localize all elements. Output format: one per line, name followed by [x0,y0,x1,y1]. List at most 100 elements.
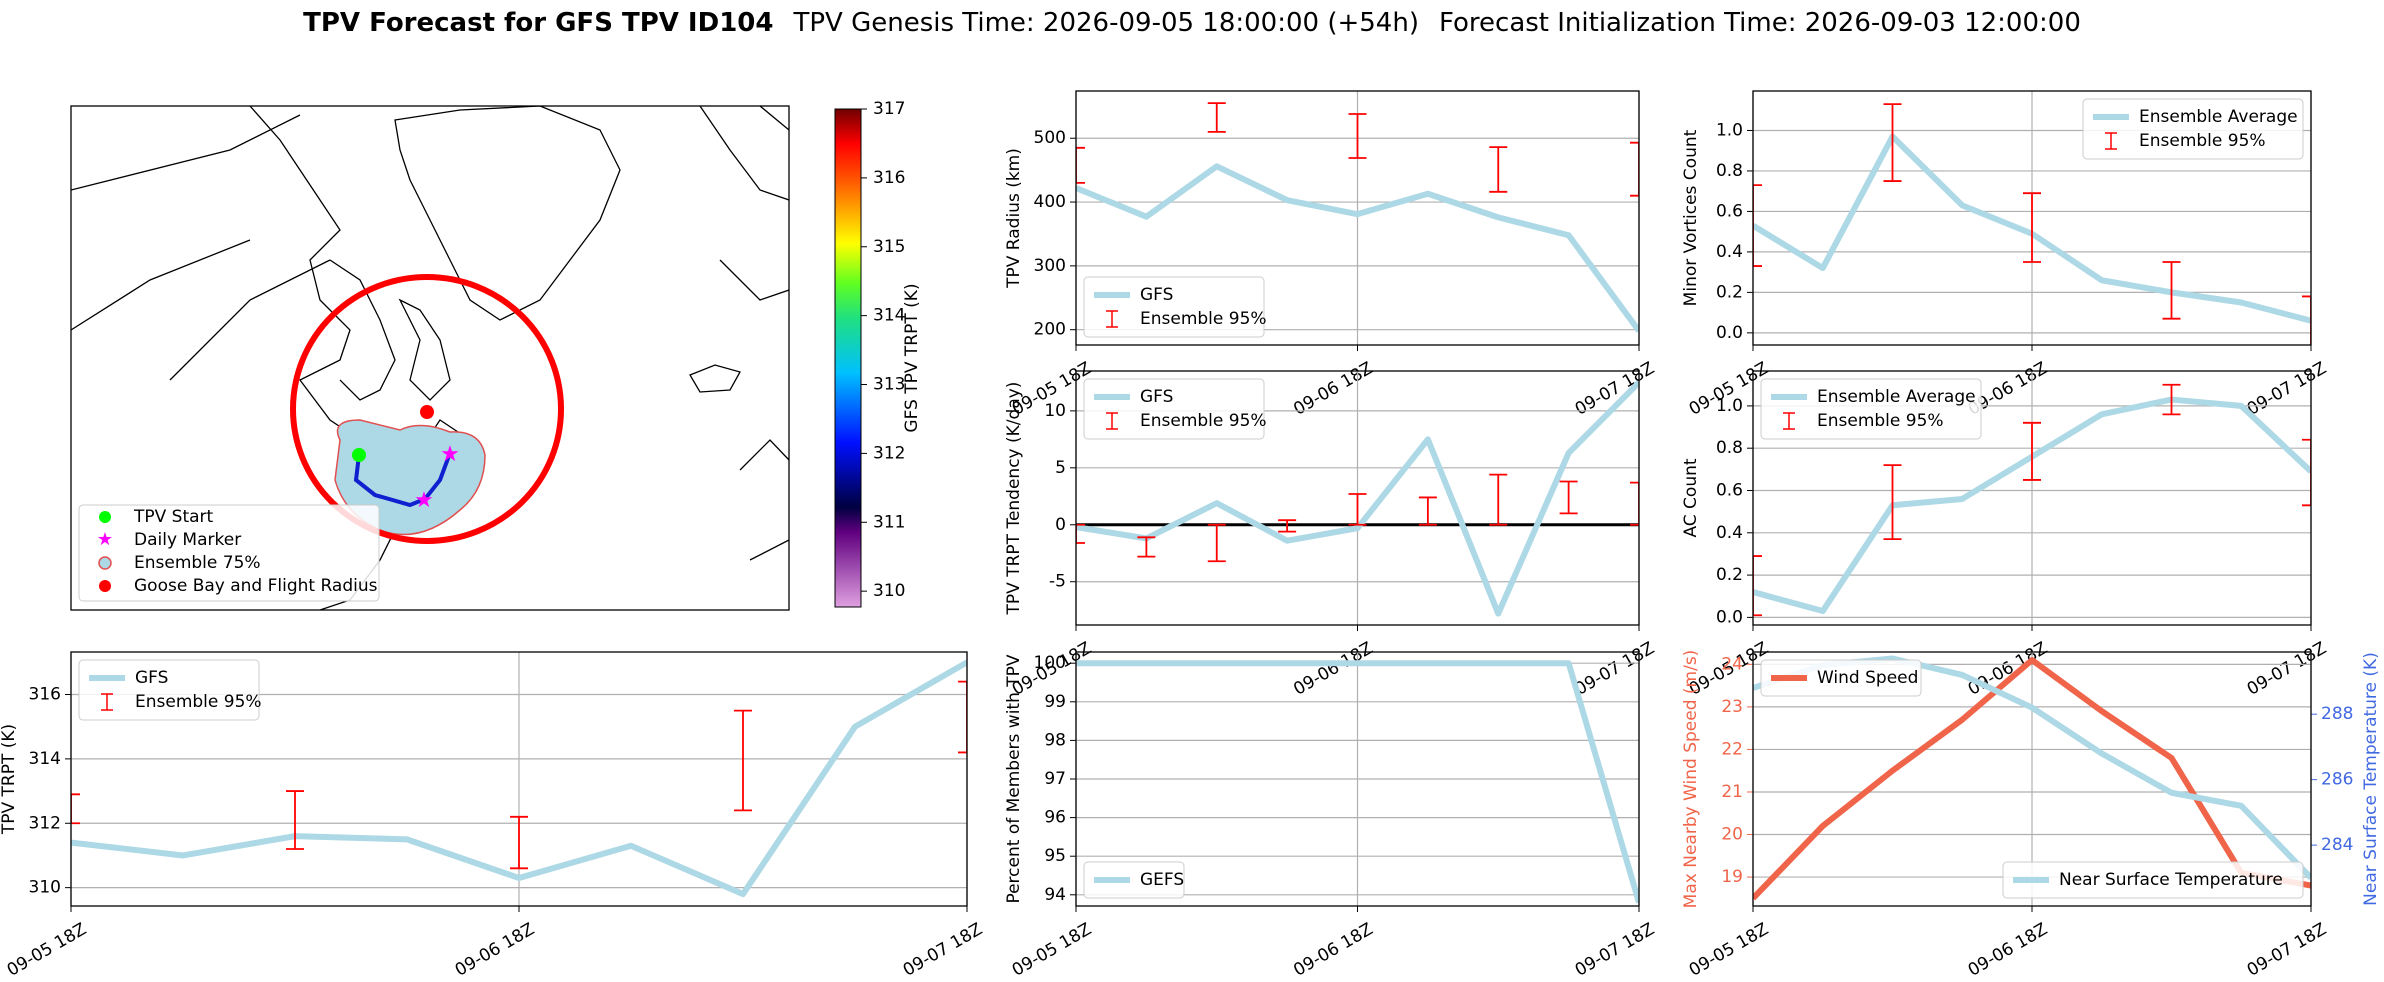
colorbar-label: GFS TPV TRPT (K) [902,283,922,432]
error-bar [1076,146,1085,184]
y-tick-label: 5 [1055,458,1066,478]
y2-tick-label: 286 [2321,770,2353,790]
tpv-track [353,452,452,508]
colorbar-tick-label: 315 [873,237,905,257]
colorbar-tick-label: 312 [873,443,905,463]
x-tick-label: 09-05 18Z [4,919,90,980]
line-series [1076,660,1639,904]
x-tick-label: 09-07 18Z [2244,638,2330,699]
y-tick-label: 24 [1721,654,1743,674]
x-tick-label: 09-06 18Z [1965,919,2051,980]
map-legend: TPV Start ★ Daily Marker Ensemble 75% Go… [78,504,380,602]
legend-marker [98,556,112,570]
y-tick-label: 0.6 [1716,201,1743,221]
coastline [329,259,451,401]
error-bar [71,793,80,825]
y-axis-label: TPV Radius (km) [1004,148,1024,289]
legend-label: Wind Speed [1817,668,1918,688]
error-bar [734,709,752,812]
y-tick-label: 97 [1044,769,1066,789]
y-tick-label: 0.4 [1716,242,1743,262]
legend-label: TPV Start [133,507,214,527]
legend-label: Ensemble 95% [2139,131,2266,151]
line-series [71,659,967,898]
legend-box [2082,98,2304,160]
error-bar [1278,519,1297,533]
line-series [1753,657,2311,901]
legend-marker [99,580,111,592]
y-tick-label: 310 [29,878,61,898]
colorbar-tick-label: 311 [873,512,905,532]
y-tick-label: 300 [1034,256,1066,276]
error-bar [1559,480,1578,515]
colorbar-tick-label: 317 [873,99,905,119]
legend-label: Ensemble 75% [134,553,261,573]
y-tick-label: 20 [1721,825,1743,845]
chart-panel: 19 20 21 22 23 24 284 286 288 09-05 18Z 09-06 18Z 0… [1681,650,2381,981]
axes-frame [1752,651,2312,907]
y-tick-label: 19 [1721,867,1743,887]
x-tick-label: 09-06 18Z [452,919,538,980]
axes-frame [1075,370,1640,626]
x-tick-label: 09-06 18Z [1965,638,2051,699]
y-tick-label: 0.8 [1716,161,1743,181]
daily-marker: ★ [414,488,434,513]
series-group [1076,380,1639,617]
colorbar [834,108,862,608]
x-tick-label: 09-07 18Z [2244,358,2330,419]
figure-title: TPV Forecast for GFS TPV ID104 TPV Genesi… [303,8,2081,38]
error-bar [1489,146,1508,193]
greenland [394,106,621,321]
coastline [699,106,789,561]
legend-box [1760,659,1922,697]
error-bar [2023,421,2041,481]
y-tick-label: 0.8 [1716,438,1743,458]
legend-label: Ensemble Average [1817,387,1976,407]
legend-label: GFS [135,668,168,688]
y-axis-label: TPV TRPT Tendency (K/day) [1004,382,1024,616]
error-bar [958,680,967,754]
chart-panel: 310 312 314 316 09-05 18Z 09-06 18Z 09-07 18Z T… [0,651,986,981]
map-panel: ★ ★ TPV Start ★ Daily Marker Ensemble 75… [70,105,922,611]
y-tick-label: 99 [1044,692,1066,712]
iceland [689,364,741,393]
legend-label: Ensemble 95% [1140,309,1267,329]
error-bar [1076,523,1085,544]
y-tick-label: 0.4 [1716,523,1743,543]
y2-tick-label: 288 [2321,704,2353,724]
y-tick-label: 0.0 [1716,607,1743,627]
legend-box [2002,861,2304,899]
boundary [71,114,331,381]
error-bar [2162,383,2181,416]
goose-bay [420,405,434,419]
axes-frame [1075,90,1640,346]
error-bar [510,815,528,870]
x-tick-label: 09-05 18Z [1686,919,1772,980]
legend-swatch [1106,310,1118,328]
axes-frame [70,651,968,907]
line-series [1076,163,1639,333]
y-tick-label: 21 [1721,782,1743,802]
error-bar [1630,481,1639,526]
colorbar-tick-label: 316 [873,168,905,188]
y-tick-label: 10 [1044,401,1066,421]
y-tick-label: 0.6 [1716,480,1743,500]
error-bar [1753,555,1762,617]
x-tick-label: 09-06 18Z [1290,919,1376,980]
legend-marker [99,511,111,523]
y2-tick-label: 284 [2321,835,2353,855]
y-tick-label: 100 [1034,653,1066,673]
legend-label: Ensemble Average [2139,107,2298,127]
series-group [1076,102,1639,333]
y-tick-label: 1.0 [1716,396,1743,416]
title-genesis: TPV Genesis Time: 2026-09-05 18:00:00 (+… [792,8,1419,38]
line-series [1076,380,1639,617]
title-init: Forecast Initialization Time: 2026-09-03… [1439,8,2081,38]
legend-label: Ensemble 95% [135,692,262,712]
y-tick-label: 0.2 [1716,282,1743,302]
y-tick-label: 0.2 [1716,565,1743,585]
error-bar [1207,523,1226,563]
x-tick-label: 09-07 18Z [1572,919,1658,980]
